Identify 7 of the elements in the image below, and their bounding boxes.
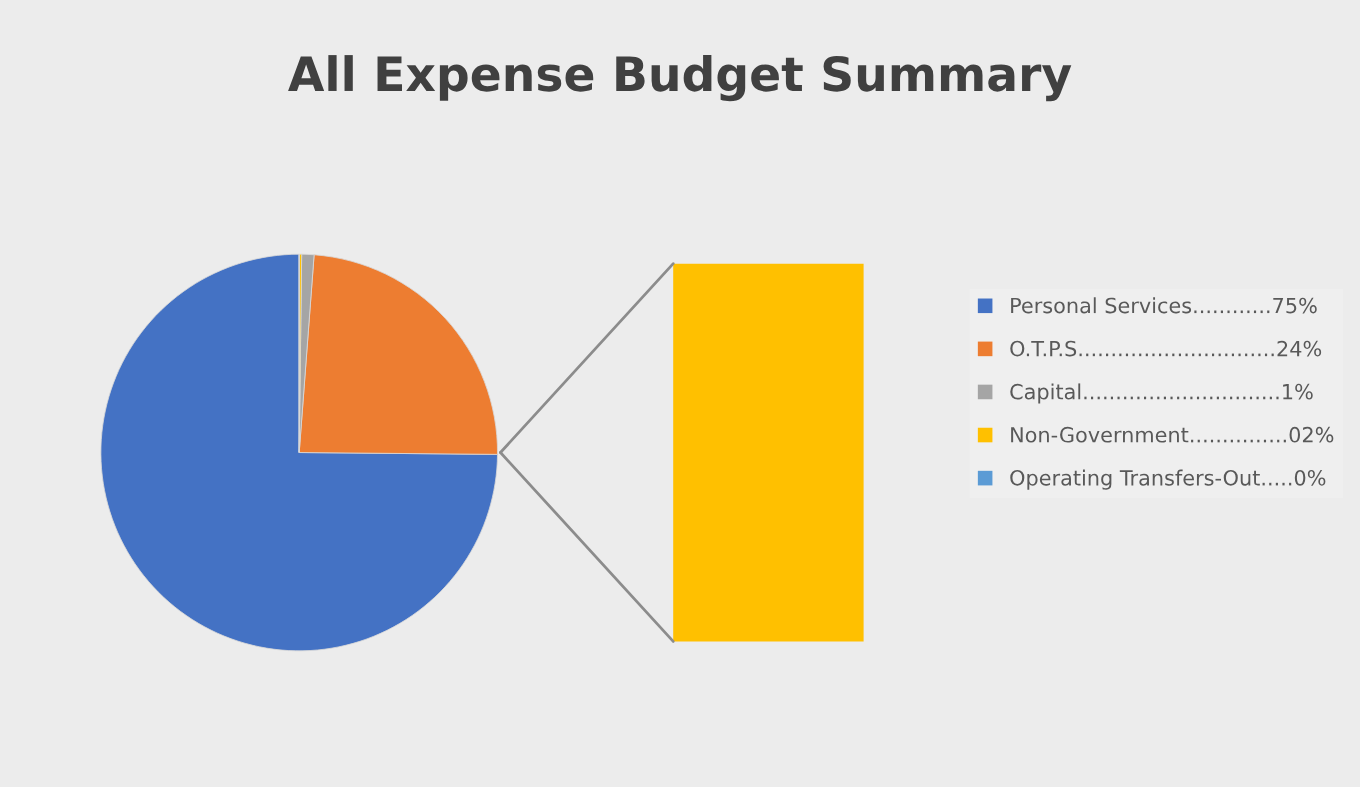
legend-label: Capital..............................1%: [1010, 383, 1313, 404]
legend-label: O.T.P.S..............................24%: [1010, 340, 1322, 357]
chart-title: All Expense Budget Summary: [288, 55, 1072, 102]
legend-label: Personal Services............75%: [1011, 297, 1317, 314]
pie-slice: [100, 253, 498, 652]
legend-label: Operating Transfers-Out.....0%: [1010, 469, 1326, 490]
legend-label: Non-Government...............02%: [1011, 426, 1334, 443]
